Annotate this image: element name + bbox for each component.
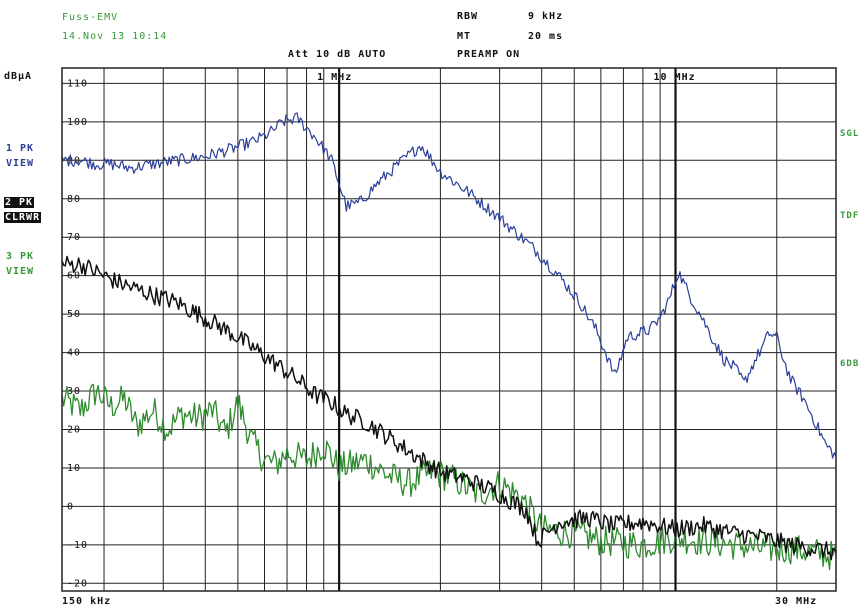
device-name: Fuss-EMV <box>62 12 119 23</box>
mt-value: 20 ms <box>528 31 564 42</box>
trace1-mode: 1 PK <box>6 143 35 154</box>
y-tick-label: 30 <box>67 386 81 397</box>
mt-label: MT <box>457 31 472 42</box>
y-tick-label: 60 <box>67 271 81 282</box>
marker-label: 1 MHz <box>317 72 352 83</box>
y-tick-label: -10 <box>67 540 88 551</box>
right-label-tdf: TDF <box>840 211 859 221</box>
y-tick-label: 20 <box>67 424 81 435</box>
y-tick-label: 40 <box>67 348 81 359</box>
right-label-sgl: SGL <box>840 129 859 139</box>
y-tick-label: 70 <box>67 232 81 243</box>
marker-label: 10 MHz <box>654 72 696 83</box>
trace3-state: VIEW <box>6 266 35 277</box>
y-tick-label: 100 <box>67 117 88 128</box>
date-time: 14.Nov 13 10:14 <box>62 31 168 42</box>
trace3-mode: 3 PK <box>6 251 35 262</box>
rbw-value: 9 kHz <box>528 11 564 22</box>
plot-frame <box>61 67 837 592</box>
x-start-label: 150 kHz <box>62 596 112 607</box>
grid <box>61 68 837 591</box>
traces <box>61 112 837 571</box>
trace-1-pk-view <box>61 112 837 459</box>
trace-2-pk-clrwr <box>61 255 837 561</box>
y-tick-label: 110 <box>67 78 88 89</box>
y-tick-label: 0 <box>67 501 74 512</box>
right-label-6db: 6DB <box>840 359 859 369</box>
y-axis-unit: dBµA <box>4 71 33 82</box>
att-setting: Att 10 dB AUTO <box>288 49 387 60</box>
x-end-label: 30 MHz <box>775 596 818 607</box>
rbw-label: RBW <box>457 11 479 22</box>
frequency-markers: 1 MHz 10 MHz <box>317 68 695 591</box>
y-tick-label: 50 <box>67 309 81 320</box>
trace2-mode: 2 PK <box>4 197 35 208</box>
y-tick-label: 90 <box>67 155 81 166</box>
trace1-state: VIEW <box>6 158 35 169</box>
trace2-state: CLRWR <box>4 212 42 223</box>
y-tick-label: 80 <box>67 194 81 205</box>
y-tick-label: -20 <box>67 578 88 589</box>
y-tick-label: 10 <box>67 463 81 474</box>
preamp-setting: PREAMP ON <box>457 49 521 60</box>
